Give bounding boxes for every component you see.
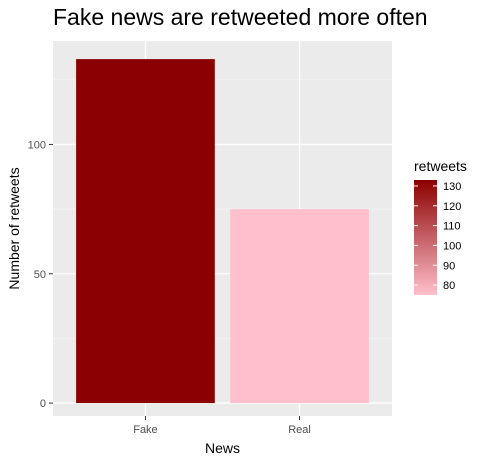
y-tick-label: 50	[34, 269, 46, 281]
bar-real	[230, 209, 369, 404]
legend-label: 120	[443, 201, 461, 213]
legend-colorbar	[414, 180, 437, 295]
x-tick-label: Real	[288, 424, 311, 436]
x-axis-title: News	[205, 440, 240, 456]
legend-label: 130	[443, 181, 461, 193]
legend-label: 100	[443, 240, 461, 252]
x-tick-label: Fake	[133, 424, 157, 436]
legend-label: 80	[443, 280, 455, 292]
legend-label: 90	[443, 260, 455, 272]
bar-fake	[76, 59, 215, 404]
y-tick-label: 100	[28, 139, 46, 151]
legend-title: retweets	[414, 158, 467, 174]
y-tick-label: 0	[40, 398, 46, 410]
y-axis-title: Number of retweets	[6, 167, 22, 289]
legend-label: 110	[443, 221, 461, 233]
chart-title: Fake news are retweeted more often	[53, 4, 428, 30]
